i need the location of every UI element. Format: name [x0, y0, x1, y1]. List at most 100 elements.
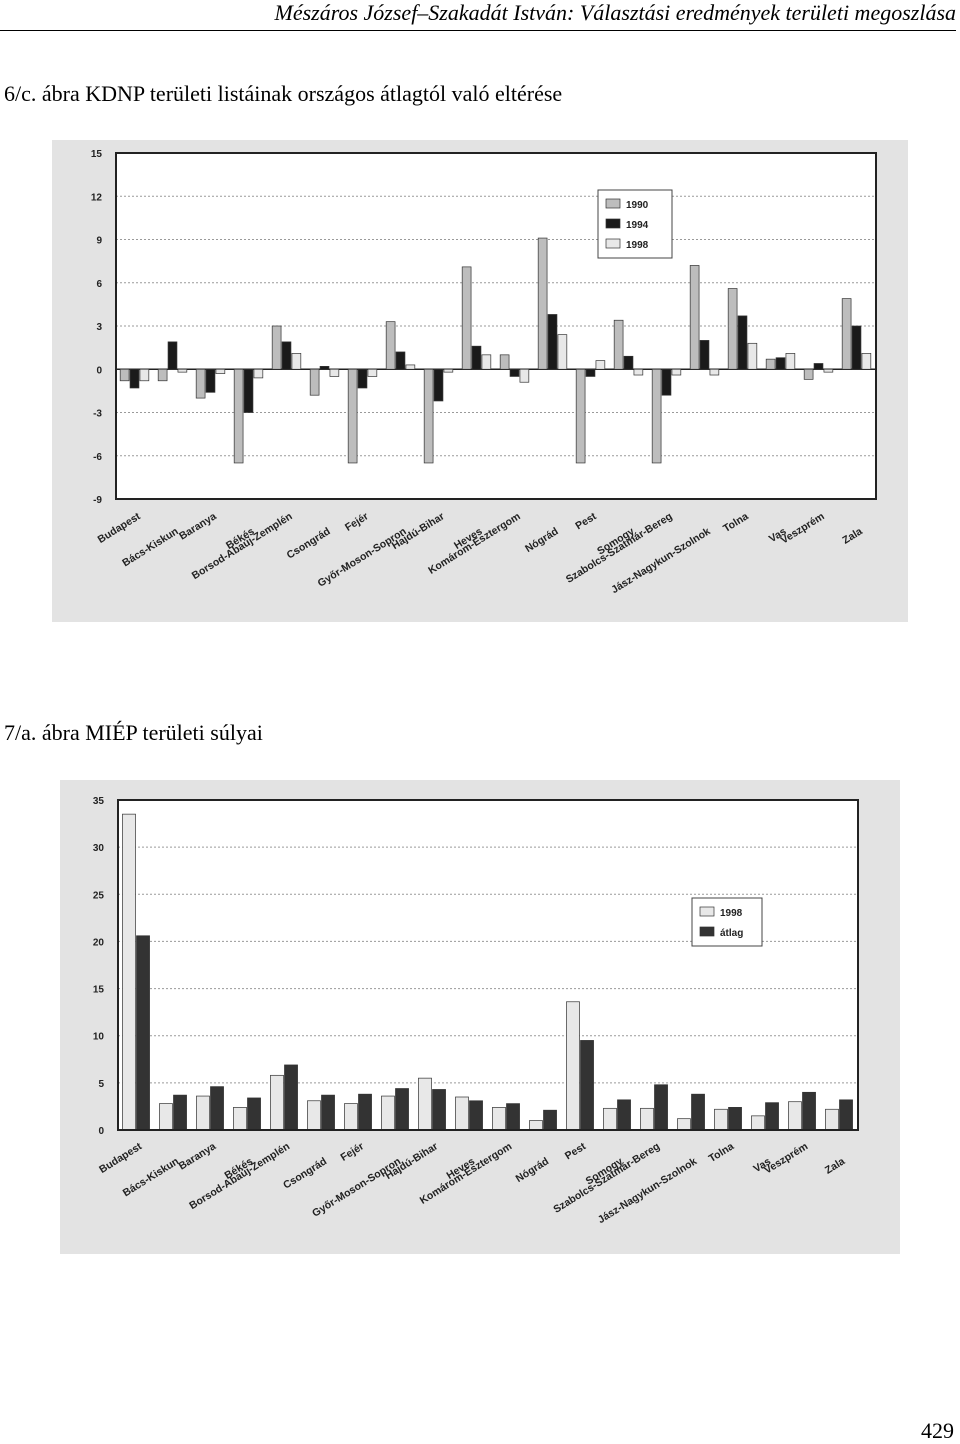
miep-chart-svg: 35 30 25 20 15 10 5 0 BudapestBács-KiskunBaranya…	[93, 796, 859, 1226]
category-label-nograd: Nógrád	[523, 525, 561, 555]
category-label-zala: Zala	[823, 1155, 847, 1176]
category-label-tolna: Tolna	[707, 1140, 737, 1165]
bar-1994-bekes	[243, 368, 254, 413]
legend-label-1998: 1998	[720, 908, 743, 919]
bar-1998-fejer	[367, 368, 378, 377]
bar-1990-tolna	[727, 288, 738, 370]
bar-1990-csongrad	[309, 368, 320, 396]
bar-1998-veszprem	[823, 368, 834, 373]
bar-1990-vas	[765, 358, 776, 370]
running-header: Mészáros József–Szakadát István: Választ…	[0, 0, 956, 31]
y-tick-label: -9	[93, 495, 102, 506]
bar-1990-bacs-kiskun	[157, 368, 168, 382]
bar-1998-pest	[566, 1001, 580, 1131]
bar-atlag-jasz-nagykun-szolnok	[691, 1093, 705, 1131]
bar-1994-komarom-esztergom	[509, 368, 520, 377]
y-tick-label: 0	[98, 1126, 104, 1137]
bar-1994-csongrad	[319, 366, 330, 370]
bar-1998-nograd	[529, 1120, 543, 1131]
y-tick-label: 12	[91, 192, 103, 203]
bar-1998-bacs-kiskun	[177, 368, 188, 373]
category-label-budapest: Budapest	[97, 1140, 144, 1176]
y-tick-label: 25	[93, 890, 105, 901]
bar-atlag-gyor-moson-sopron	[395, 1088, 409, 1131]
y-tick-label: 15	[91, 149, 103, 160]
bar-1990-heves	[461, 266, 472, 370]
bar-1990-gyor-moson-sopron	[385, 321, 396, 370]
bar-1998-jasz-nagykun-szolnok	[677, 1118, 691, 1131]
bar-1998-zala	[861, 353, 872, 370]
bar-1990-veszprem	[803, 368, 814, 380]
category-label-bacs-kiskun: Bács-Kiskun	[121, 1155, 181, 1199]
bar-1990-nograd	[537, 237, 548, 370]
plot-area	[118, 800, 858, 1130]
legend-label-1990: 1990	[626, 200, 649, 211]
category-label-nograd: Nógrád	[514, 1155, 552, 1185]
bar-1990-pest	[575, 368, 586, 464]
legend-swatch-1998	[605, 238, 621, 249]
bar-1998-pest	[595, 360, 606, 370]
bar-1998-budapest	[139, 368, 150, 382]
miep-weights-chart: 35 30 25 20 15 10 5 0 Budapest Bács-Kiskun Baranya…	[60, 780, 900, 1254]
bar-1998-borsod-abauj-zemplen	[291, 353, 302, 370]
bar-1998-csongrad	[307, 1100, 321, 1131]
bar-1994-tolna	[737, 315, 748, 370]
bar-1998-borsod-abauj-zemplen	[270, 1074, 284, 1131]
y-tick-label: 15	[93, 985, 105, 996]
y-tick-label: 5	[98, 1079, 104, 1090]
y-tick-label: 35	[93, 796, 105, 807]
legend-label-1998: 1998	[626, 240, 649, 251]
bar-1998-tolna	[747, 342, 758, 370]
bar-atlag-somogy	[617, 1099, 631, 1131]
bar-1994-heves	[471, 345, 482, 370]
bar-1994-nograd	[547, 314, 558, 370]
bar-atlag-tolna	[728, 1107, 742, 1131]
y-tick-label: 9	[96, 236, 102, 247]
bar-1998-hajdu-bihar	[443, 368, 454, 373]
y-tick-label: 0	[96, 365, 102, 376]
category-label-fejer: Fejér	[343, 510, 371, 533]
plot-frame	[117, 799, 859, 1131]
bar-1994-veszprem	[813, 363, 824, 370]
bar-atlag-vas	[765, 1102, 779, 1131]
bar-1998-komarom-esztergom	[519, 368, 530, 383]
bar-1998-zala	[825, 1108, 839, 1131]
bar-1998-bekes	[253, 368, 264, 379]
bar-1998-tolna	[714, 1108, 728, 1131]
plot-frame	[115, 152, 877, 500]
category-label-fejer: Fejér	[338, 1140, 366, 1163]
bar-1998-szabolcs-szatmar-bereg	[640, 1107, 654, 1131]
bar-1990-borsod-abauj-zemplen	[271, 325, 282, 370]
y-tick-label: 3	[96, 322, 102, 333]
bar-1990-somogy	[613, 319, 624, 370]
category-label-csongrad: Csongrád	[281, 1155, 329, 1191]
bar-1994-somogy	[623, 355, 634, 370]
y-tick-label: -6	[93, 452, 102, 463]
bar-1994-vas	[775, 357, 786, 370]
bar-1998-veszprem	[788, 1101, 802, 1131]
bar-atlag-nograd	[543, 1109, 557, 1131]
category-label-budapest: Budapest	[96, 510, 143, 546]
bar-atlag-szabolcs-szatmar-bereg	[654, 1084, 668, 1131]
bar-atlag-csongrad	[321, 1094, 335, 1131]
legend-swatch-1998	[699, 906, 715, 917]
legend-box	[691, 897, 763, 947]
bar-1998-heves	[481, 354, 492, 370]
bar-1994-zala	[851, 325, 862, 370]
bar-atlag-bacs-kiskun	[173, 1094, 187, 1131]
bar-1998-gyor-moson-sopron	[381, 1095, 395, 1131]
category-label-csongrad: Csongrád	[285, 525, 333, 561]
bar-1998-csongrad	[329, 368, 340, 377]
bar-1998-gyor-moson-sopron	[405, 364, 416, 370]
bar-1994-fejer	[357, 368, 368, 389]
legend-swatch-atlag	[699, 926, 715, 937]
category-label-pest: Pest	[573, 510, 599, 532]
bar-1998-nograd	[557, 334, 568, 370]
bar-1994-baranya	[205, 368, 216, 393]
category-label-baranya: Baranya	[177, 1140, 219, 1172]
bar-atlag-fejer	[358, 1093, 372, 1131]
bar-1998-bekes	[233, 1107, 247, 1131]
legend-label-1994: 1994	[626, 220, 649, 231]
y-tick-label: 6	[96, 279, 102, 290]
bar-atlag-heves	[469, 1100, 483, 1131]
